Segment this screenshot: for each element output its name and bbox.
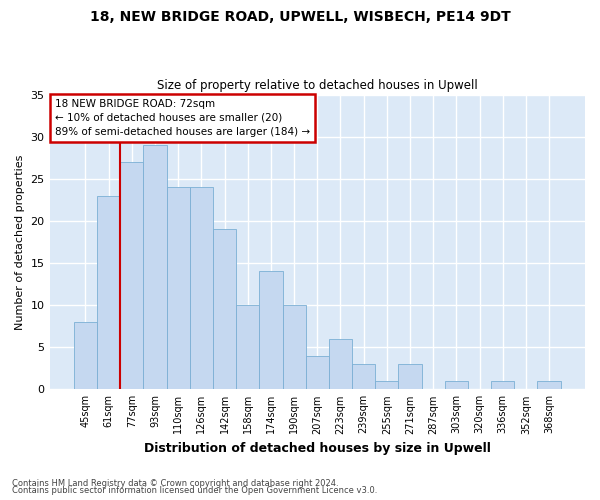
Bar — [259, 272, 283, 390]
Text: 18, NEW BRIDGE ROAD, UPWELL, WISBECH, PE14 9DT: 18, NEW BRIDGE ROAD, UPWELL, WISBECH, PE… — [89, 10, 511, 24]
Bar — [398, 364, 422, 390]
Text: 18 NEW BRIDGE ROAD: 72sqm
← 10% of detached houses are smaller (20)
89% of semi-: 18 NEW BRIDGE ROAD: 72sqm ← 10% of detac… — [55, 99, 310, 137]
Bar — [143, 145, 167, 390]
Bar — [167, 187, 190, 390]
Bar — [213, 230, 236, 390]
Bar — [236, 305, 259, 390]
Text: Contains public sector information licensed under the Open Government Licence v3: Contains public sector information licen… — [12, 486, 377, 495]
Bar — [283, 305, 305, 390]
X-axis label: Distribution of detached houses by size in Upwell: Distribution of detached houses by size … — [144, 442, 491, 455]
Bar — [375, 381, 398, 390]
Bar — [74, 322, 97, 390]
Bar — [120, 162, 143, 390]
Bar — [97, 196, 120, 390]
Y-axis label: Number of detached properties: Number of detached properties — [15, 154, 25, 330]
Text: Contains HM Land Registry data © Crown copyright and database right 2024.: Contains HM Land Registry data © Crown c… — [12, 478, 338, 488]
Bar — [329, 339, 352, 390]
Bar — [538, 381, 560, 390]
Bar — [491, 381, 514, 390]
Bar — [445, 381, 468, 390]
Title: Size of property relative to detached houses in Upwell: Size of property relative to detached ho… — [157, 79, 478, 92]
Bar — [305, 356, 329, 390]
Bar — [352, 364, 375, 390]
Bar — [190, 187, 213, 390]
